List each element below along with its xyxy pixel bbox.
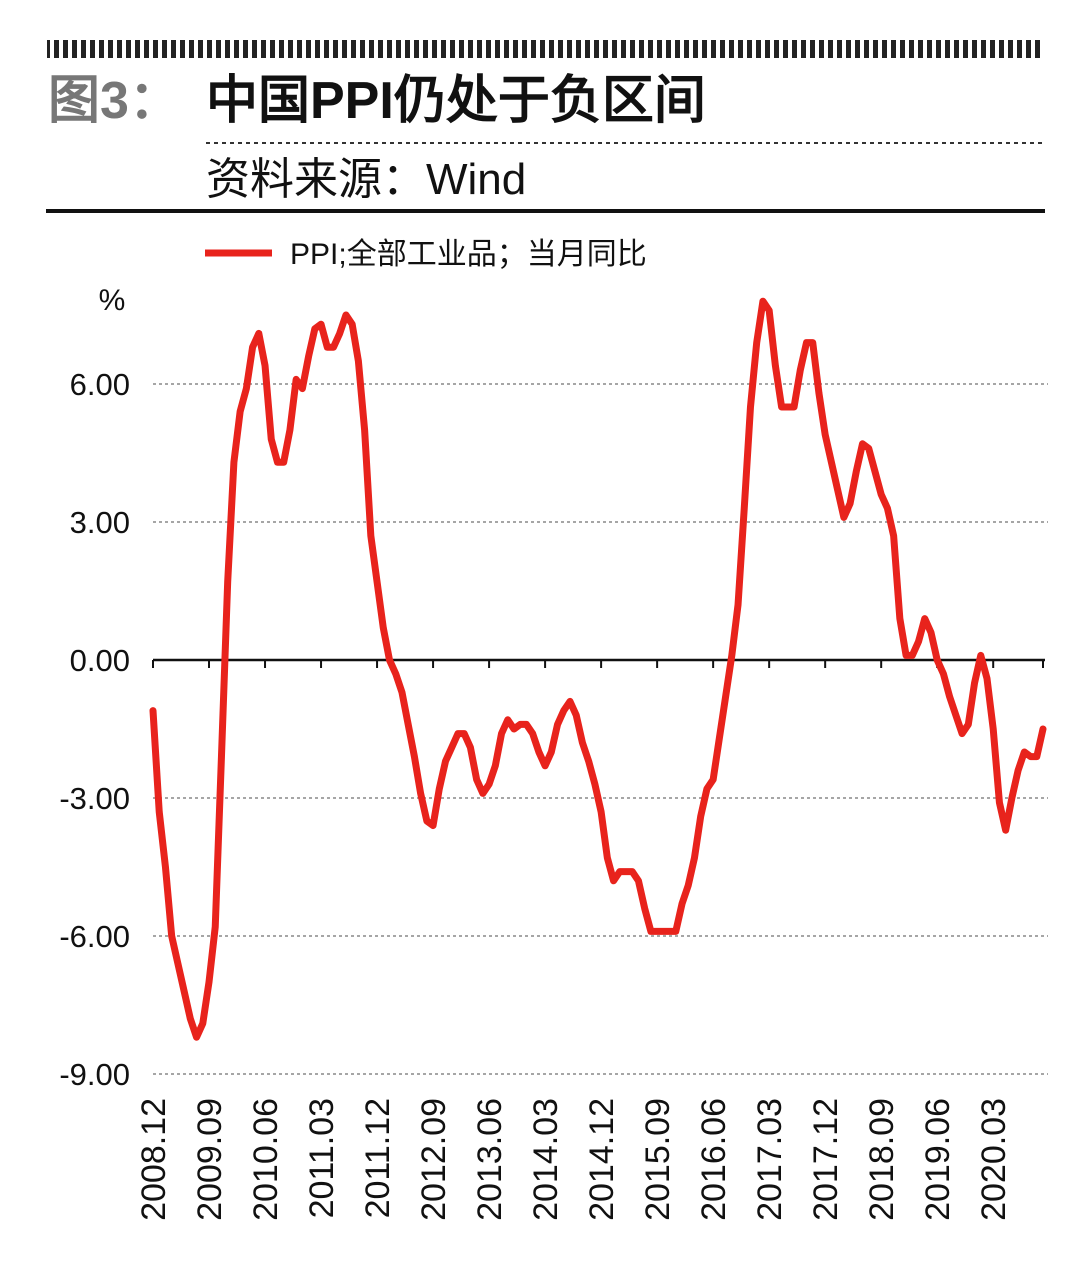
x-tick-label: 2013.06	[471, 1098, 509, 1221]
y-tick-label: 0.00	[70, 643, 130, 678]
data-line	[149, 297, 1047, 1041]
x-tick-label: 2008.12	[135, 1098, 173, 1221]
x-tick-label: 2016.06	[695, 1098, 733, 1221]
x-tick-label: 2018.09	[863, 1098, 901, 1221]
x-tick-label: 2010.06	[247, 1098, 285, 1221]
legend-label: PPI;全部工业品；当月同比	[290, 238, 647, 271]
x-tick-label: 2015.09	[639, 1098, 677, 1221]
x-tick-label: 2012.09	[415, 1098, 453, 1221]
x-tick-label: 2017.12	[807, 1098, 845, 1221]
y-tick-label: -6.00	[59, 919, 130, 954]
x-tick-label: 2011.12	[359, 1098, 397, 1218]
y-tick-label: 3.00	[70, 505, 130, 540]
figure-label: 图3：	[48, 72, 181, 130]
y-tick-label: 6.00	[70, 367, 130, 402]
header-stripe	[47, 40, 1044, 58]
x-tick-label: 2017.03	[751, 1098, 789, 1221]
x-tick-label: 2014.03	[527, 1098, 565, 1221]
x-tick-label: 2019.06	[919, 1098, 957, 1221]
x-tick-label: 2014.12	[583, 1098, 621, 1221]
y-unit: %	[99, 284, 126, 317]
source: 资料来源：Wind	[206, 155, 526, 204]
x-tick-label: 2011.03	[303, 1098, 341, 1218]
x-tick-label: 2020.03	[975, 1098, 1013, 1221]
y-tick-label: -3.00	[59, 781, 130, 816]
x-tick-label: 2009.09	[191, 1098, 229, 1221]
chart-title: 中国PPI仍处于负区间	[206, 72, 706, 130]
y-tick-label: -9.00	[59, 1057, 130, 1092]
